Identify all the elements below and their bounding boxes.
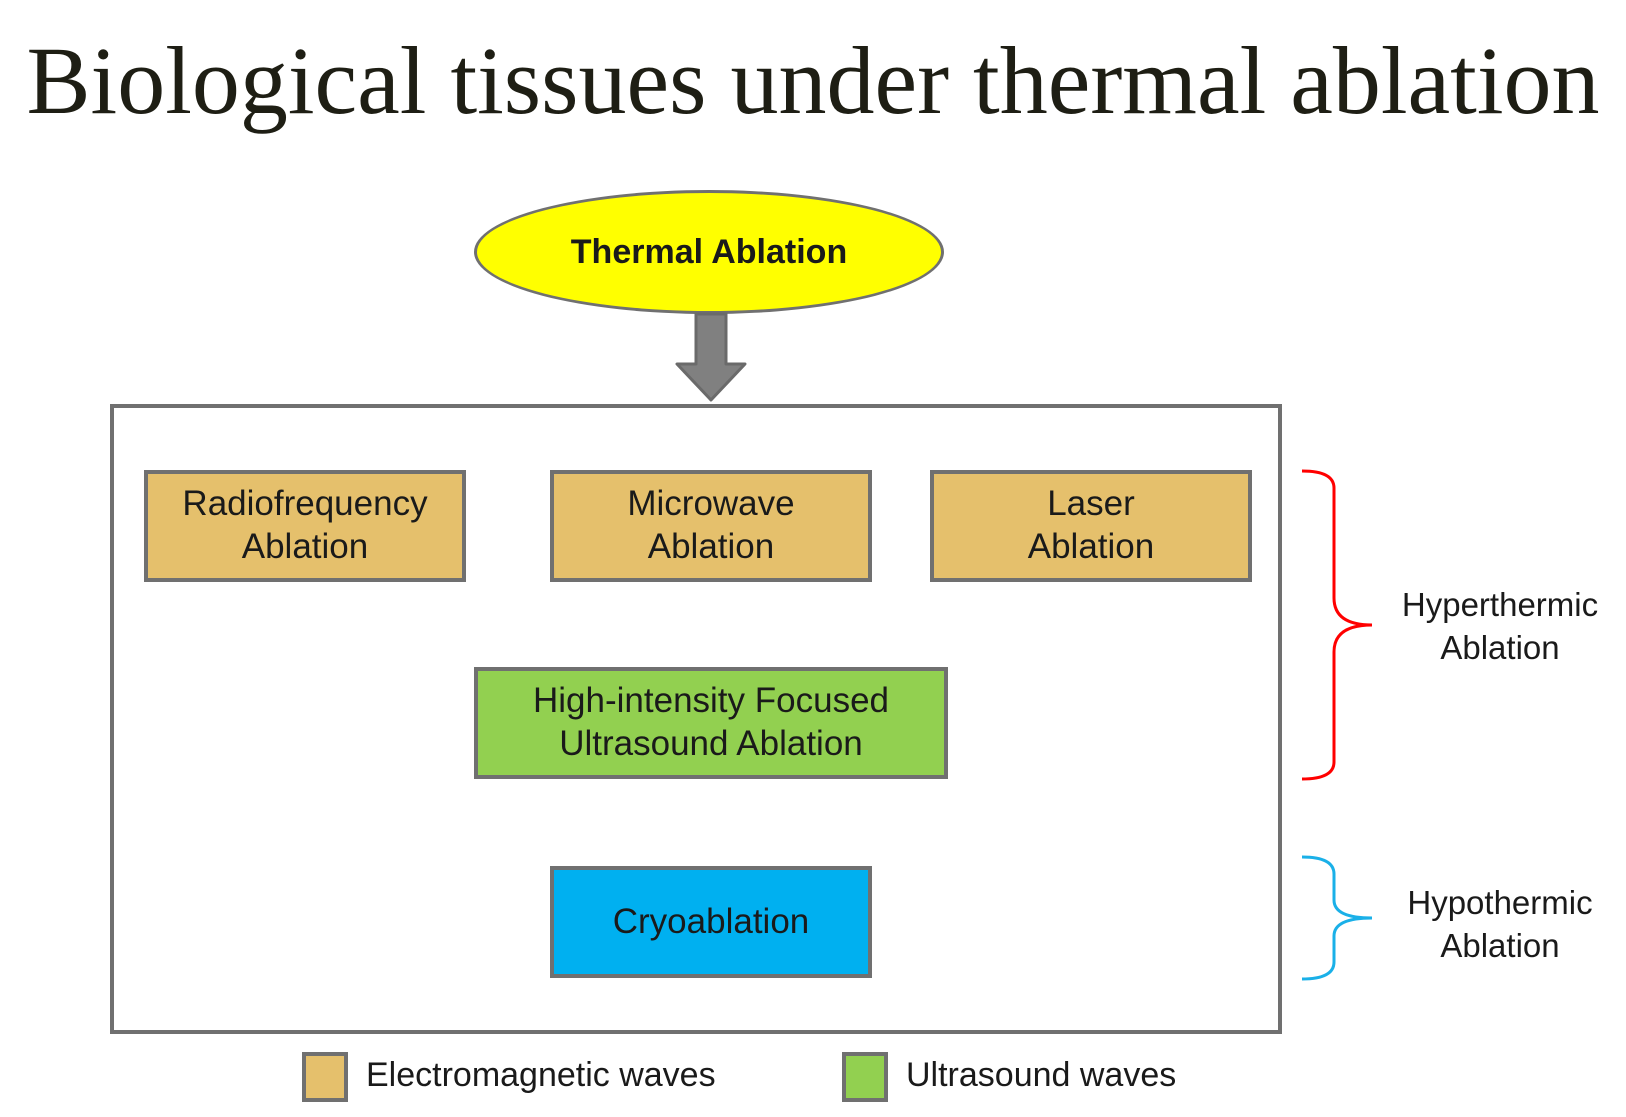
- hifu-label-line2: Ultrasound Ablation: [559, 724, 863, 763]
- hyperthermic-bracket: [1301, 469, 1373, 781]
- radiofrequency-label-line1: Radiofrequency: [182, 484, 428, 524]
- hyperthermic-label-line2: Ablation: [1440, 628, 1560, 666]
- microwave-ablation-box: Microwave Ablation: [550, 470, 872, 582]
- down-arrow: [675, 312, 747, 402]
- hypothermic-label-line1: Hypothermic: [1407, 884, 1593, 921]
- radiofrequency-label-line2: Ablation: [241, 527, 369, 566]
- thermal-ablation-node: Thermal Ablation: [474, 190, 944, 314]
- hypothermic-label-line2: Ablation: [1440, 926, 1560, 964]
- legend-ultrasound-swatch: [842, 1052, 888, 1102]
- hifu-ablation-box: High-intensity Focused Ultrasound Ablati…: [474, 667, 948, 779]
- hypothermic-ablation-label: Hypothermic Ablation: [1380, 882, 1620, 968]
- legend-electromagnetic-label: Electromagnetic waves: [366, 1056, 716, 1094]
- microwave-label-line1: Microwave: [627, 484, 795, 524]
- ablation-methods-frame: [110, 404, 1282, 1034]
- cryoablation-label: Cryoablation: [612, 901, 810, 941]
- laser-ablation-box: Laser Ablation: [930, 470, 1252, 582]
- hypothermic-bracket: [1301, 855, 1373, 981]
- hifu-label-line1: High-intensity Focused: [533, 681, 889, 721]
- cryoablation-box: Cryoablation: [550, 866, 872, 978]
- laser-label-line2: Ablation: [1027, 527, 1155, 566]
- hyperthermic-label-line1: Hyperthermic: [1401, 586, 1599, 623]
- legend-electromagnetic-swatch: [302, 1052, 348, 1102]
- thermal-ablation-label: Thermal Ablation: [570, 232, 848, 271]
- page-title: Biological tissues under thermal ablatio…: [26, 27, 1600, 134]
- radiofrequency-ablation-box: Radiofrequency Ablation: [144, 470, 466, 582]
- laser-label-line1: Laser: [1047, 484, 1135, 524]
- legend-ultrasound-label: Ultrasound waves: [906, 1056, 1177, 1094]
- microwave-label-line2: Ablation: [647, 527, 775, 566]
- hyperthermic-ablation-label: Hyperthermic Ablation: [1380, 584, 1620, 670]
